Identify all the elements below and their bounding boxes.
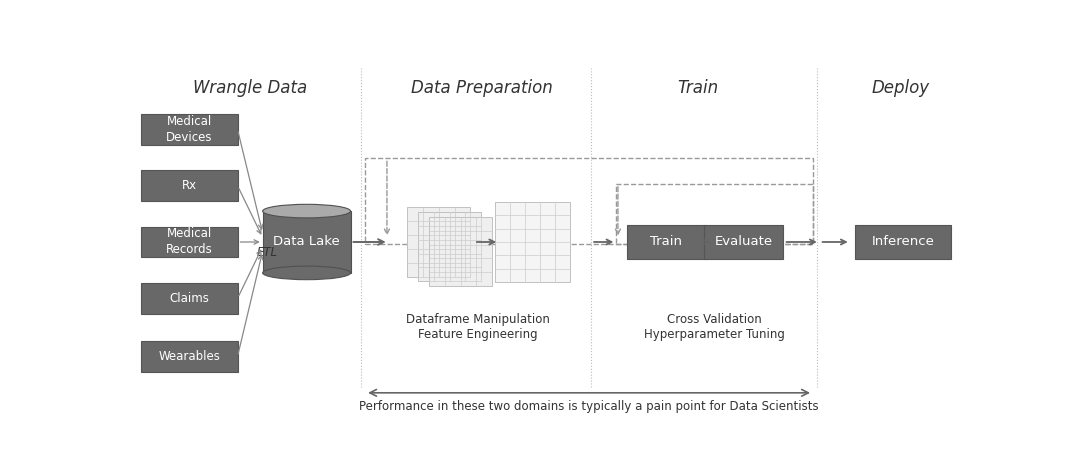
Bar bbox=[141, 283, 238, 314]
Bar bbox=[141, 341, 238, 372]
Text: Wrangle Data: Wrangle Data bbox=[193, 78, 308, 97]
Ellipse shape bbox=[262, 266, 351, 280]
Text: Dataframe Manipulation
Feature Engineering: Dataframe Manipulation Feature Engineeri… bbox=[406, 313, 550, 341]
Text: Rx: Rx bbox=[181, 179, 197, 192]
Ellipse shape bbox=[262, 204, 351, 218]
Bar bbox=[141, 227, 238, 257]
Bar bbox=[704, 225, 783, 259]
Bar bbox=[141, 170, 238, 201]
Text: Data Preparation: Data Preparation bbox=[411, 78, 553, 97]
Text: Inference: Inference bbox=[872, 236, 935, 248]
Text: Cross Validation
Hyperparameter Tuning: Cross Validation Hyperparameter Tuning bbox=[644, 313, 785, 341]
Bar bbox=[495, 202, 570, 282]
Text: Medical
Devices: Medical Devices bbox=[166, 115, 213, 144]
Text: Train: Train bbox=[677, 78, 718, 97]
Bar bbox=[262, 211, 351, 273]
Text: Evaluate: Evaluate bbox=[715, 236, 772, 248]
Bar bbox=[626, 225, 706, 259]
Bar bbox=[141, 114, 238, 145]
Bar bbox=[429, 217, 492, 286]
Text: Claims: Claims bbox=[170, 292, 210, 305]
Text: Medical
Records: Medical Records bbox=[166, 228, 213, 256]
Text: Performance in these two domains is typically a pain point for Data Scientists: Performance in these two domains is typi… bbox=[360, 400, 819, 413]
Bar bbox=[365, 159, 813, 244]
Text: ETL: ETL bbox=[257, 246, 278, 260]
Text: Deploy: Deploy bbox=[872, 78, 930, 97]
Bar bbox=[407, 208, 470, 277]
Text: Train: Train bbox=[650, 236, 683, 248]
Bar bbox=[855, 225, 951, 259]
Bar bbox=[418, 212, 481, 281]
Bar bbox=[617, 184, 813, 244]
Text: Data Lake: Data Lake bbox=[273, 236, 340, 248]
Text: Wearables: Wearables bbox=[159, 350, 220, 363]
